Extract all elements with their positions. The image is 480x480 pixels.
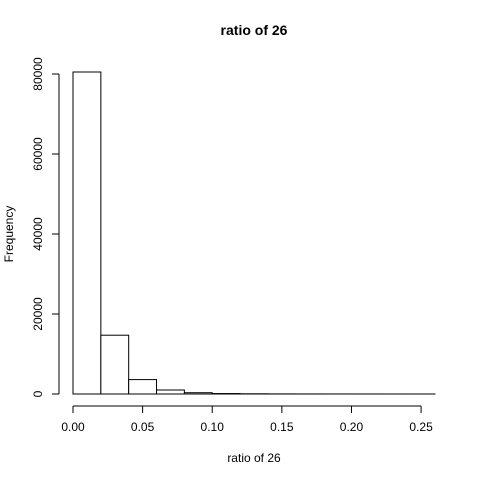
y-tick-label-3: 60000 xyxy=(31,137,45,171)
histogram-bar-1 xyxy=(100,334,130,395)
x-tick-label-2: 0.10 xyxy=(201,420,225,434)
y-axis: 0 20000 40000 60000 80000 xyxy=(31,57,60,397)
x-tick-label-4: 0.20 xyxy=(340,420,364,434)
y-tick-label-1: 20000 xyxy=(31,297,45,331)
histogram-bar-2 xyxy=(128,379,158,395)
y-tick-label-2: 40000 xyxy=(31,217,45,251)
x-axis: 0.00 0.05 0.10 0.15 0.20 0.25 xyxy=(61,405,433,434)
y-tick-label-0: 0 xyxy=(31,390,45,397)
histogram-bar-0 xyxy=(72,71,102,395)
histogram-bar-4 xyxy=(183,392,213,395)
y-tick-label-4: 80000 xyxy=(31,57,45,91)
histogram-bars xyxy=(72,71,436,395)
y-axis-label: Frequency xyxy=(2,206,16,263)
chart-title: ratio of 26 xyxy=(221,22,288,38)
x-tick-label-1: 0.05 xyxy=(131,420,155,434)
x-tick-label-5: 0.25 xyxy=(409,420,433,434)
x-tick-label-0: 0.00 xyxy=(61,420,85,434)
x-tick-label-3: 0.15 xyxy=(270,420,294,434)
histogram-bar-3 xyxy=(156,389,185,395)
x-axis-label: ratio of 26 xyxy=(227,451,281,465)
